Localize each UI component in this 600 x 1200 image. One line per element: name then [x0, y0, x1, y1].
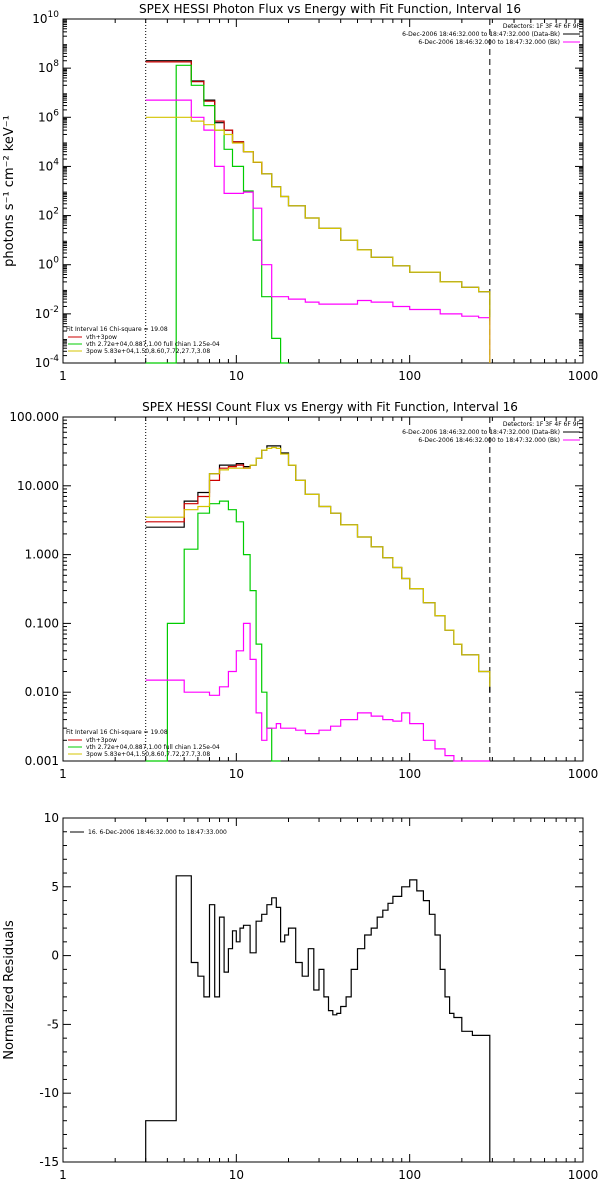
photon-plot-frame [62, 18, 584, 364]
residuals-y-tick-label: 10 [44, 811, 59, 825]
count-header-line2: 6-Dec-2006 18:46:32.000 to 18:47:32.000 … [418, 437, 560, 444]
count-plot-frame [62, 416, 584, 762]
panel-photon-flux: SPEX HESSI Photon Flux vs Energy with Fi… [2, 2, 598, 383]
residuals-plot-frame [62, 817, 584, 1163]
residuals-series-0 [145, 875, 491, 1162]
photon-y-tick-label: 10-4 [35, 354, 60, 370]
residuals-y-tick-label: 0 [51, 949, 59, 963]
photon-y-tick-label: 108 [38, 59, 59, 75]
photon-y-tick-label: 104 [38, 157, 59, 173]
residuals-y-tick-label: 5 [51, 880, 59, 894]
count-header-line1: 6-Dec-2006 18:46:32.000 to 18:47:32.000 … [402, 429, 560, 436]
photon-x-tick-label: 100 [398, 369, 421, 383]
count-y-tick-label: 10.000 [17, 479, 59, 493]
count-header-detectors: Detectors: 1F 3F 4F 6F 9F [503, 421, 581, 428]
photon-x-tick-label: 10 [229, 369, 244, 383]
photon-y-tick-label: 10-2 [35, 305, 59, 321]
photon-series-2 [145, 64, 289, 364]
count-y-tick-label: 0.001 [25, 754, 59, 768]
photon-legend-item-0: vth+3pow [86, 334, 117, 341]
photon-x-tick-label: 1000 [568, 369, 599, 383]
photon-header-line2: 6-Dec-2006 18:46:32.000 to 18:47:32.000 … [418, 39, 560, 46]
photon-y-tick-label: 1010 [32, 10, 59, 26]
residuals-y-tick-label: -10 [39, 1086, 59, 1100]
count-y-tick-label: 1.000 [25, 548, 59, 562]
count-x-tick-label: 1 [59, 767, 67, 781]
count-legend-title: Fit Interval 16 Chi-square = 19.08 [66, 729, 168, 736]
photon-header-line1: 6-Dec-2006 18:46:32.000 to 18:47:32.000 … [402, 31, 560, 38]
photon-header-detectors: Detectors: 1F 3F 4F 6F 9F [503, 23, 581, 30]
photon-series-0 [145, 60, 491, 322]
photon-legend-item-1: vth 2.72e+04,0.887,1.00 full chian 1.25e… [86, 341, 220, 348]
count-series-0 [145, 445, 491, 693]
panel-count-flux: SPEX HESSI Count Flux vs Energy with Fit… [9, 400, 598, 781]
count-legend-item-0: vth+3pow [86, 737, 117, 744]
count-chart-title: SPEX HESSI Count Flux vs Energy with Fit… [142, 400, 518, 414]
count-y-tick-label: 0.100 [25, 616, 59, 630]
count-legend-item-1: vth 2.72e+04,0.887,1.00 full chian 1.25e… [86, 744, 220, 751]
photon-chart-title: SPEX HESSI Photon Flux vs Energy with Fi… [139, 2, 521, 16]
count-series-2 [145, 500, 281, 762]
count-legend-item-2: 3pow 5.83e+04,1.50,8.60,7.72,27.7,3.08 [86, 751, 210, 758]
photon-y-tick-label: 100 [38, 256, 59, 272]
count-x-tick-label: 100 [398, 767, 421, 781]
photon-y-axis-label: photons s⁻¹ cm⁻² keV⁻¹ [2, 115, 17, 267]
count-series-3 [145, 622, 490, 762]
residuals-y-axis-label: Normalized Residuals [2, 920, 17, 1060]
photon-legend-item-2: 3pow 5.83e+04,1.50,8.60,7.72,27.7,3.08 [86, 348, 210, 355]
photon-y-tick-label: 106 [38, 108, 59, 124]
panel-residuals: 1 10 100 1000 10 5 0 -5 -10 -15 Normalized Resid… [2, 811, 598, 1182]
residuals-x-tick-label: 100 [398, 1168, 421, 1182]
residuals-legend-item: 16. 6-Dec-2006 18:46:32.000 to 18:47:33.… [88, 829, 227, 836]
photon-series-4 [145, 116, 491, 363]
photon-x-tick-label: 1 [59, 369, 67, 383]
count-series-4 [145, 446, 491, 687]
photon-y-tick-label: 102 [38, 207, 59, 223]
residuals-y-tick-label: -5 [47, 1017, 59, 1031]
count-y-tick-label: 0.010 [25, 685, 59, 699]
count-y-tick-label: 100.000 [9, 410, 59, 424]
residuals-x-tick-label: 1 [59, 1168, 67, 1182]
count-x-tick-label: 1000 [568, 767, 599, 781]
residuals-y-tick-label: -15 [39, 1155, 59, 1169]
photon-series-3 [145, 99, 491, 363]
count-x-tick-label: 10 [229, 767, 244, 781]
residuals-x-tick-label: 1000 [568, 1168, 599, 1182]
photon-legend-title: Fit Interval 16 Chi-square = 19.08 [66, 326, 168, 333]
residuals-x-tick-label: 10 [229, 1168, 244, 1182]
